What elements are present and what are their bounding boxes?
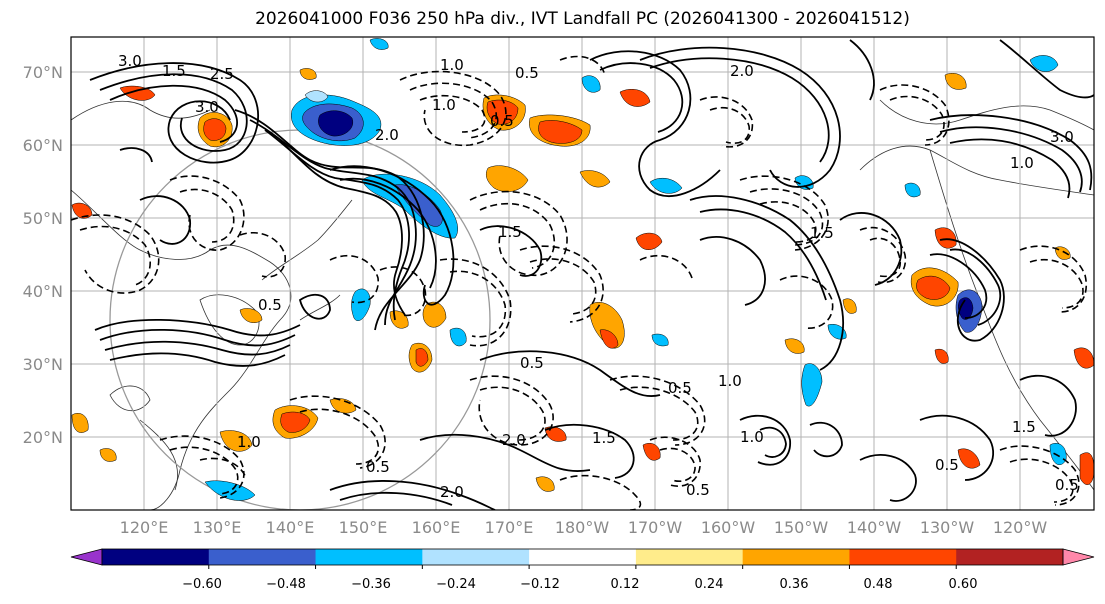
lon-label-170e: 170°E [485, 518, 534, 537]
contour-label: 0.5 [520, 354, 544, 372]
colorbar-tick-label: −0.60 [182, 577, 222, 592]
colorbar-segment [315, 549, 423, 565]
map-frame [70, 36, 1095, 511]
colorbar-segment [208, 549, 317, 565]
lon-label-170w: 170°W [628, 518, 683, 537]
lon-label-140w: 140°W [847, 518, 902, 537]
colorbar-segment [422, 549, 530, 565]
colorbar-segment [849, 549, 957, 565]
contour-label: 1.5 [162, 62, 186, 80]
lat-label-70n: 70°N [23, 63, 63, 82]
contour-label: 1.0 [237, 433, 261, 451]
contour-label: 2.0 [502, 431, 526, 449]
lat-label-40n: 40°N [23, 282, 63, 301]
colorbar-extension-high [1062, 548, 1095, 566]
lon-label-150w: 150°W [774, 518, 829, 537]
colorbar-segment [742, 549, 850, 565]
contour-label: 1.0 [1010, 154, 1034, 172]
contour-label: 0.5 [686, 481, 710, 499]
contour-label: 3.0 [118, 52, 142, 70]
lon-label-180w: 180°W [555, 518, 610, 537]
colorbar-tick-label: 0.48 [864, 577, 893, 592]
contour-labels: 3.0 1.5 2.5 3.0 1.0 0.5 2.0 1.0 0.5 1.5 … [118, 52, 1079, 501]
colorbar-segment [102, 549, 210, 565]
contour-label: 2.5 [210, 65, 234, 83]
contour-label: 0.5 [1055, 476, 1079, 494]
colorbar-tick-label: −0.12 [520, 577, 560, 592]
colorbar-segment [529, 549, 637, 565]
colorbar [70, 548, 1095, 569]
contour-label: 3.0 [1050, 128, 1074, 146]
lat-label-20n: 20°N [23, 428, 63, 447]
contour-label: 1.5 [592, 429, 616, 447]
lon-label-120w: 120°W [993, 518, 1048, 537]
contour-label: 1.0 [740, 428, 764, 446]
contour-label: 0.5 [490, 112, 514, 130]
contour-label: 2.0 [730, 62, 754, 80]
contour-label: 1.0 [432, 96, 456, 114]
colorbar-tick-label: −0.24 [436, 577, 476, 592]
contour-label: 1.0 [718, 372, 742, 390]
contour-label: 2.0 [440, 483, 464, 501]
lat-label-50n: 50°N [23, 209, 63, 228]
contour-label: 2.0 [375, 126, 399, 144]
colorbar-extension-low [70, 548, 103, 566]
lon-label-150e: 150°E [339, 518, 388, 537]
contour-label: 1.5 [810, 224, 834, 242]
ivt-contours-solid [89, 39, 1094, 510]
colorbar-segment [635, 549, 744, 565]
ivt-contours-dashed [71, 55, 1087, 510]
latitude-labels: 70°N 60°N 50°N 40°N 30°N 20°N [23, 63, 63, 447]
colorbar-tick-label: 0.60 [949, 577, 978, 592]
lon-label-160w: 160°W [701, 518, 756, 537]
lon-label-160e: 160°E [412, 518, 461, 537]
latitude-gridlines [71, 71, 1094, 438]
contour-label: 1.0 [440, 56, 464, 74]
longitude-labels: 120°E 130°E 140°E 150°E 160°E 170°E 180°… [120, 518, 1048, 537]
contour-label: 0.5 [668, 379, 692, 397]
contour-label: 0.5 [366, 458, 390, 476]
map-title: 2026041000 F036 250 hPa div., IVT Landfa… [255, 9, 910, 29]
lat-label-30n: 30°N [23, 355, 63, 374]
contour-label: 0.5 [515, 64, 539, 82]
lat-label-60n: 60°N [23, 136, 63, 155]
lon-label-120e: 120°E [120, 518, 169, 537]
lon-label-130e: 130°E [193, 518, 242, 537]
divergence-fill [71, 38, 1094, 501]
colorbar-tick-label: 0.36 [780, 577, 809, 592]
colorbar-tick-label: 0.12 [611, 577, 640, 592]
lon-label-130w: 130°W [920, 518, 975, 537]
contour-label: 0.5 [935, 456, 959, 474]
colorbar-labels: −0.60 −0.48 −0.36 −0.24 −0.12 0.12 0.24 … [182, 577, 977, 592]
colorbar-segment [956, 549, 1064, 565]
contour-label: 0.5 [258, 296, 282, 314]
contour-label: 1.5 [1012, 418, 1036, 436]
lon-label-140e: 140°E [266, 518, 315, 537]
colorbar-tick-label: −0.48 [266, 577, 306, 592]
colorbar-border [101, 548, 1064, 566]
contour-label: 1.5 [498, 223, 522, 241]
colorbar-tick-label: 0.24 [695, 577, 724, 592]
colorbar-tick-label: −0.36 [351, 577, 391, 592]
contour-label: 3.0 [195, 98, 219, 116]
